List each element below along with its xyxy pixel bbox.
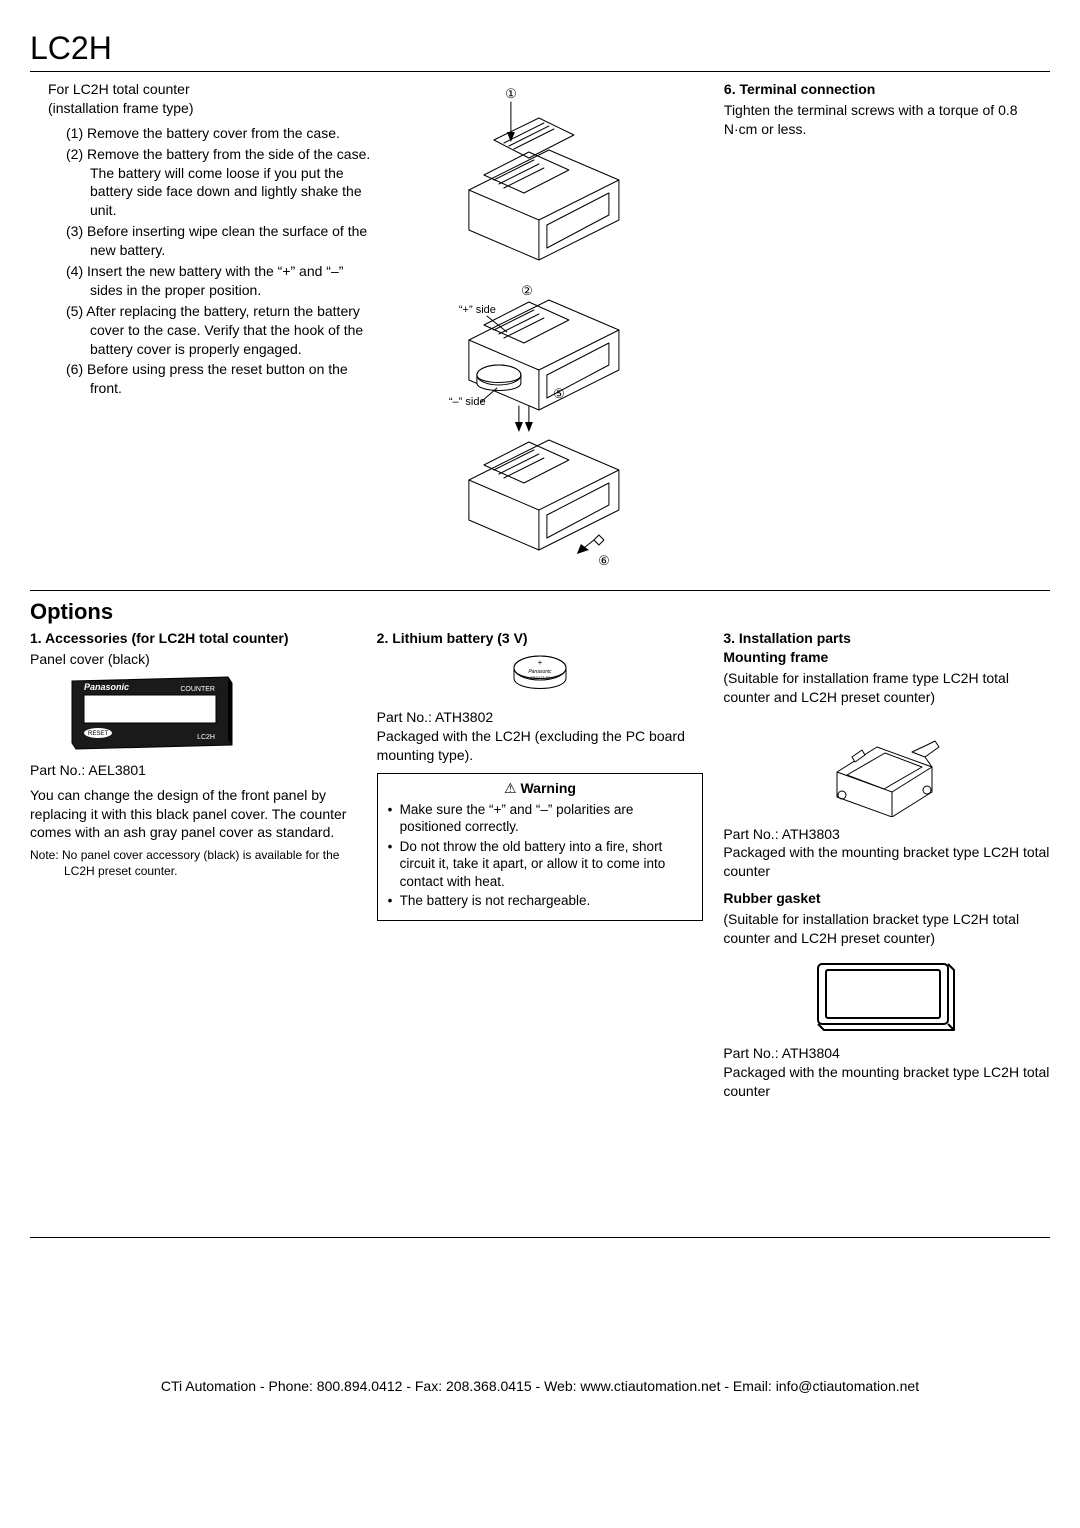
panel-cover-icon: Panasonic COUNTER RESET LC2H — [70, 675, 240, 753]
part-number: Part No.: AEL3801 — [30, 761, 357, 780]
warning-item: The battery is not rechargeable. — [388, 892, 693, 910]
step-item: (4) Insert the new battery with the “+” … — [66, 262, 374, 300]
warning-label: Warning — [520, 780, 575, 796]
battery-body: Packaged with the LC2H (excluding the PC… — [377, 727, 704, 765]
warning-box: ⚠ Warning Make sure the “+” and “–” pola… — [377, 773, 704, 921]
warning-title: ⚠ Warning — [388, 780, 693, 797]
footer-text: CTi Automation - Phone: 800.894.0412 - F… — [30, 1378, 1050, 1394]
svg-text:“–” side: “–” side — [449, 396, 486, 408]
divider — [30, 71, 1050, 72]
terminal-heading: 6. Terminal connection — [724, 80, 1050, 99]
step-item: (3) Before inserting wipe clean the surf… — [66, 222, 374, 260]
options-row: 1. Accessories (for LC2H total counter) … — [30, 629, 1050, 1107]
mounting-frame-icon — [817, 717, 957, 817]
svg-text:LC2H: LC2H — [197, 734, 215, 741]
top-section: For LC2H total counter (installation fra… — [30, 80, 1050, 570]
installation-col: 3. Installation parts Mounting frame (Su… — [723, 629, 1050, 1107]
svg-text:①: ① — [505, 86, 517, 101]
divider — [30, 1237, 1050, 1238]
battery-icon: + Panasonic CR2477 3V — [505, 652, 575, 700]
exploded-diagram: ① — [394, 80, 704, 570]
accessories-note: Note: No panel cover accessory (black) i… — [30, 848, 357, 879]
svg-text:+: + — [538, 658, 543, 667]
intro-line: For LC2H total counter — [48, 80, 374, 99]
gasket-body2: Packaged with the mounting bracket type … — [723, 1063, 1050, 1101]
svg-text:COUNTER: COUNTER — [180, 686, 215, 693]
battery-heading: 2. Lithium battery (3 V) — [377, 629, 704, 648]
battery-col: 2. Lithium battery (3 V) + Panasonic CR2… — [377, 629, 704, 1107]
part-number: Part No.: ATH3802 — [377, 708, 704, 727]
part-number: Part No.: ATH3804 — [723, 1044, 1050, 1063]
page-title: LC2H — [30, 30, 1050, 67]
terminal-connection: 6. Terminal connection Tighten the termi… — [724, 80, 1050, 570]
svg-text:CR2477 3V: CR2477 3V — [530, 675, 551, 680]
step-item: (2) Remove the battery from the side of … — [66, 145, 374, 221]
step-item: (5) After replacing the battery, return … — [66, 302, 374, 359]
warning-item: Do not throw the old battery into a fire… — [388, 838, 693, 891]
intro-line: (installation frame type) — [48, 99, 374, 118]
mounting-body2: Packaged with the mounting bracket type … — [723, 843, 1050, 881]
battery-instructions: For LC2H total counter (installation fra… — [30, 80, 374, 570]
svg-text:RESET: RESET — [88, 731, 108, 737]
mounting-body: (Suitable for installation frame type LC… — [723, 669, 1050, 707]
warning-list: Make sure the “+” and “–” polarities are… — [388, 801, 693, 910]
rubber-gasket-icon — [812, 958, 962, 1036]
step-list: (1) Remove the battery cover from the ca… — [48, 124, 374, 398]
terminal-body: Tighten the terminal screws with a torqu… — [724, 101, 1050, 139]
svg-text:“+” side: “+” side — [459, 304, 496, 316]
svg-text:②: ② — [521, 283, 533, 298]
warning-item: Make sure the “+” and “–” polarities are… — [388, 801, 693, 836]
installation-heading: 3. Installation parts — [723, 629, 1050, 648]
svg-text:⑥: ⑥ — [598, 553, 610, 568]
accessories-body: You can change the design of the front p… — [30, 786, 357, 843]
options-heading: Options — [30, 599, 1050, 625]
accessories-subhead: Panel cover (black) — [30, 650, 357, 669]
divider — [30, 590, 1050, 591]
part-number: Part No.: ATH3803 — [723, 825, 1050, 844]
svg-text:Panasonic: Panasonic — [84, 682, 129, 692]
step-item: (1) Remove the battery cover from the ca… — [66, 124, 374, 143]
accessories-heading: 1. Accessories (for LC2H total counter) — [30, 629, 357, 648]
gasket-body: (Suitable for installation bracket type … — [723, 910, 1050, 948]
gasket-subhead: Rubber gasket — [723, 889, 1050, 908]
warning-icon: ⚠ — [504, 780, 517, 796]
mounting-subhead: Mounting frame — [723, 648, 1050, 667]
step-item: (6) Before using press the reset button … — [66, 360, 374, 398]
accessories-col: 1. Accessories (for LC2H total counter) … — [30, 629, 357, 1107]
svg-text:⑤: ⑤ — [553, 386, 565, 401]
